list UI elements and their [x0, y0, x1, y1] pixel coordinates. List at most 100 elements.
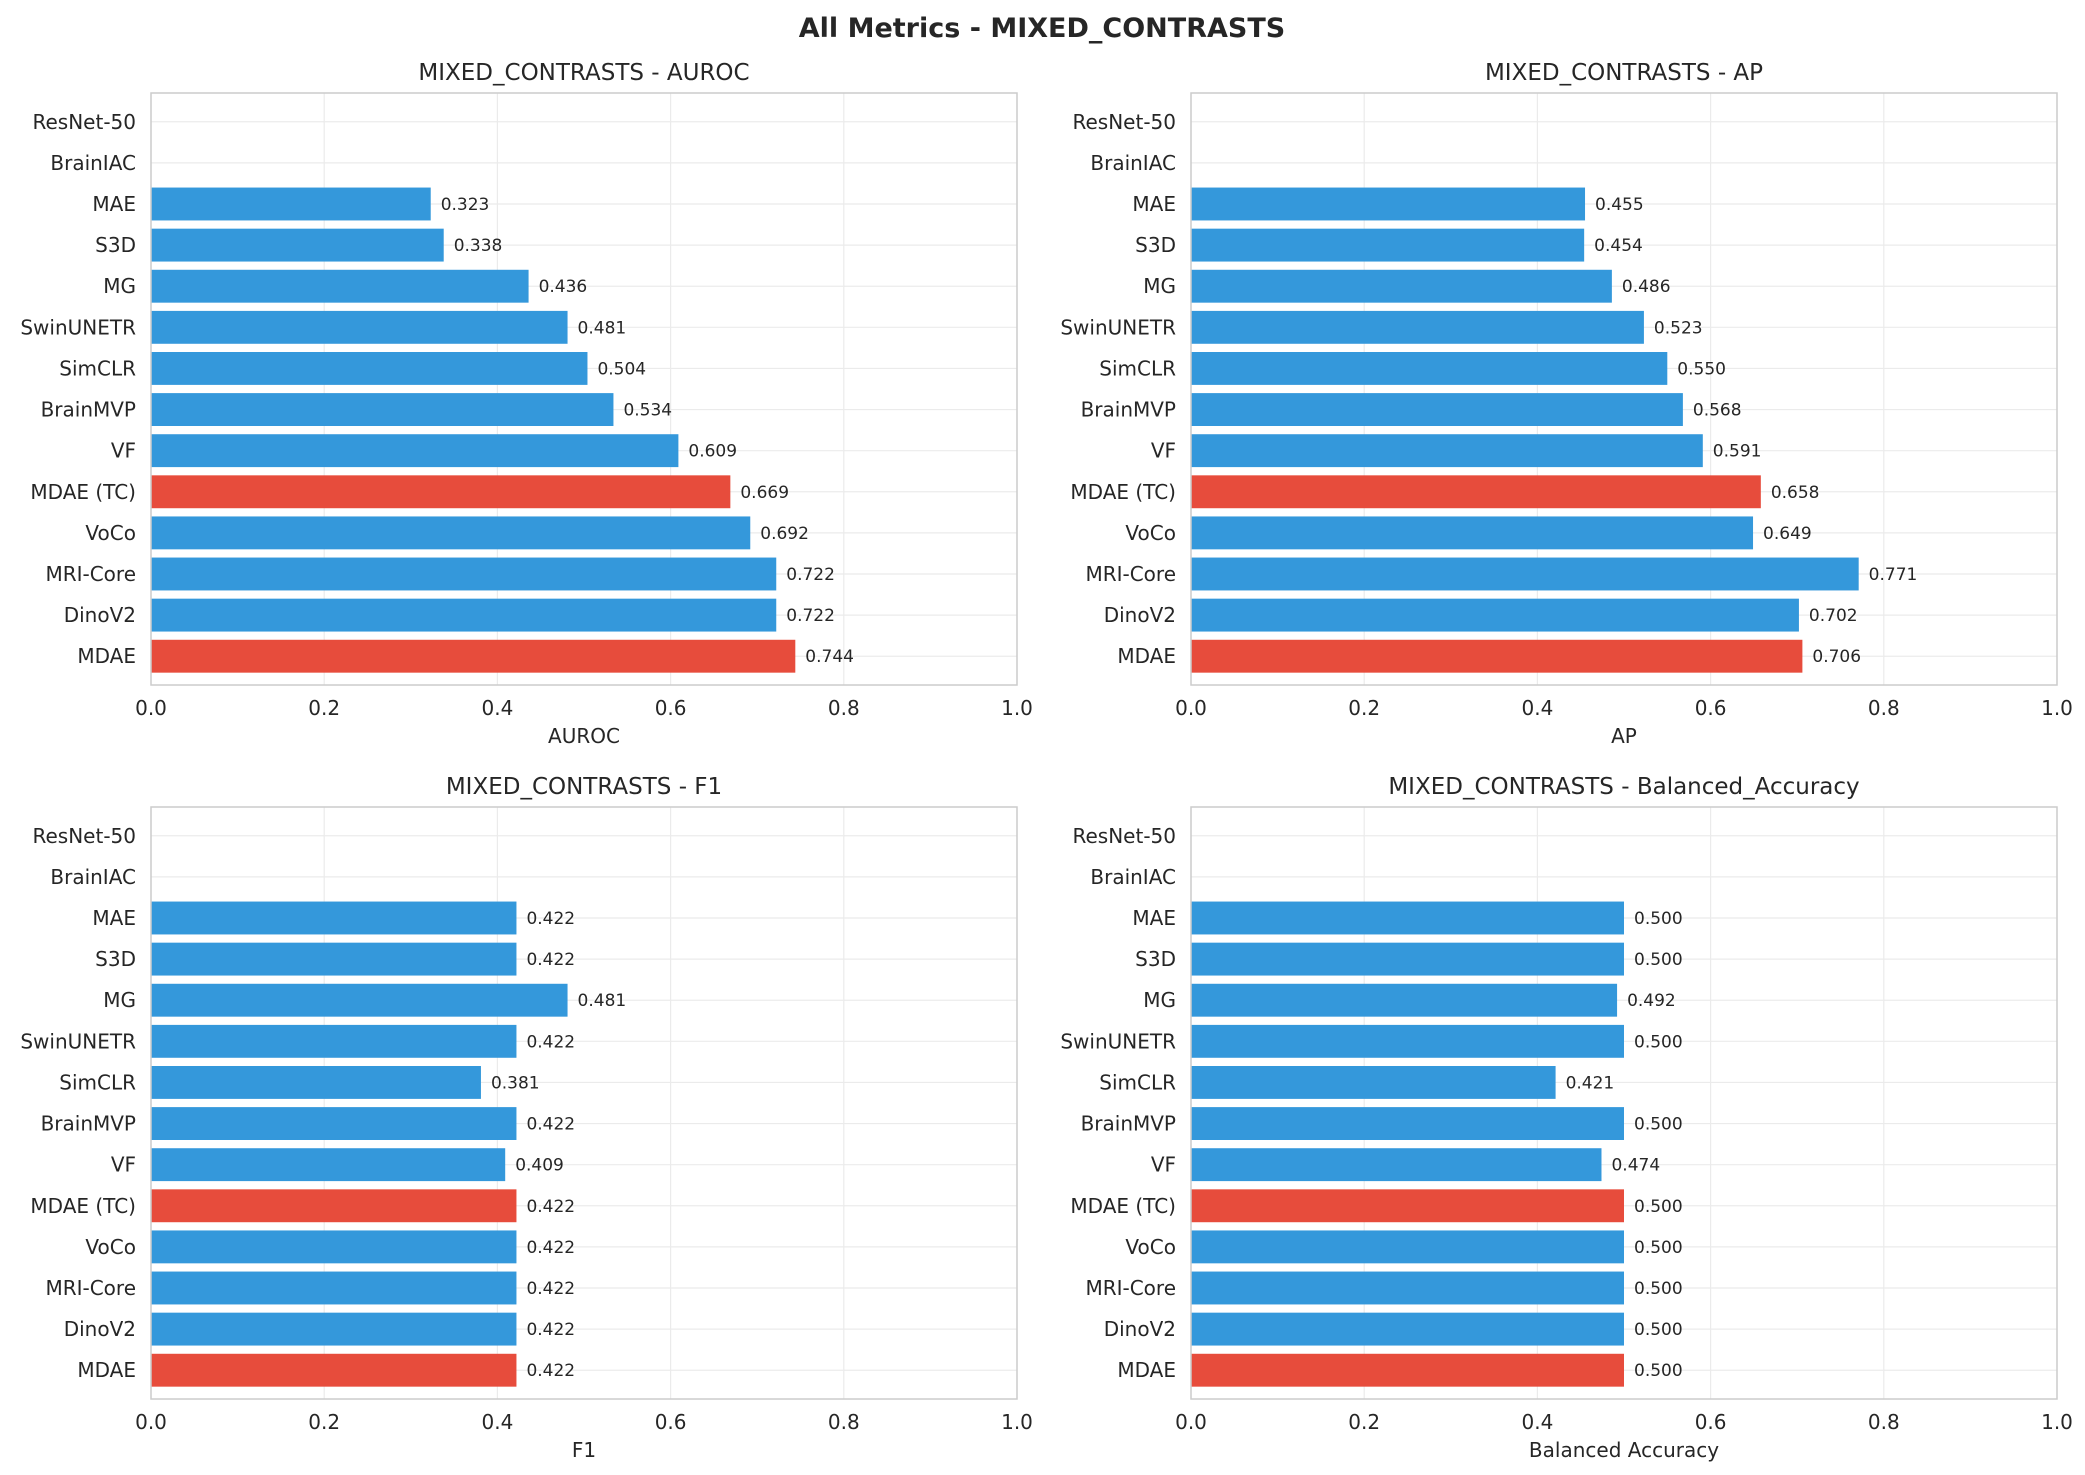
figure-title: All Metrics - MIXED_CONTRASTS [799, 13, 1285, 44]
x-tick-label: 1.0 [1001, 1410, 1033, 1434]
y-tick-label: BrainIAC [1090, 865, 1176, 889]
bar [151, 310, 568, 344]
data-label: 0.481 [578, 991, 627, 1011]
data-label: 0.669 [740, 483, 789, 503]
data-label: 0.454 [1594, 236, 1643, 256]
data-label: 0.422 [526, 1197, 575, 1217]
bar [1191, 1066, 1556, 1099]
panel-3: 0.422 0.422 0.481 0.422 0.381 0.422 0.409 0.422… [20, 774, 1033, 1462]
x-tick-label: 0.2 [1348, 696, 1380, 720]
y-tick-label: MDAE (TC) [1070, 480, 1176, 504]
x-tick-label: 0.2 [308, 1410, 340, 1434]
bar [151, 475, 731, 509]
y-tick-label: MDAE [77, 1358, 136, 1382]
data-label: 0.771 [1869, 565, 1918, 585]
bar [151, 516, 751, 550]
data-label: 0.649 [1763, 524, 1812, 544]
y-tick-label: VoCo [85, 1235, 136, 1259]
y-tick-label: BrainMVP [1081, 398, 1176, 422]
x-tick-label: 0.4 [1521, 1410, 1553, 1434]
bar [1191, 639, 1803, 673]
data-label: 0.421 [1566, 1073, 1615, 1093]
y-tick-label: SimCLR [59, 1070, 136, 1094]
data-label: 0.722 [786, 606, 835, 626]
bar [151, 1230, 517, 1264]
bar [1191, 1148, 1602, 1182]
bar [151, 393, 614, 426]
y-tick-label: ResNet-50 [1073, 824, 1177, 848]
y-tick-label: MRI-Core [1085, 562, 1176, 586]
y-tick-label: MDAE [77, 644, 136, 668]
data-label: 0.436 [539, 277, 588, 297]
y-tick-label: SwinUNETR [1060, 315, 1176, 339]
bar [1191, 901, 1624, 935]
bar [1191, 228, 1585, 262]
bar [151, 1148, 506, 1182]
bar [151, 901, 517, 935]
data-label: 0.568 [1693, 401, 1742, 421]
x-tick-label: 1.0 [1001, 696, 1033, 720]
y-tick-label: MRI-Core [45, 562, 136, 586]
bar [151, 434, 679, 468]
data-label: 0.422 [526, 909, 575, 929]
panel-title: MIXED_CONTRASTS - AP [1485, 60, 1763, 86]
panel-1: 0.323 0.338 0.436 0.481 0.504 0.534 0.609 0.669… [20, 60, 1033, 748]
y-tick-label: MG [103, 988, 136, 1012]
y-tick-label: SwinUNETR [20, 1029, 136, 1053]
x-tick-label: 0.4 [481, 1410, 513, 1434]
x-tick-label: 0.8 [1868, 1410, 1900, 1434]
data-label: 0.692 [760, 524, 809, 544]
data-label: 0.500 [1634, 1032, 1683, 1052]
y-tick-label: BrainMVP [1081, 1112, 1176, 1136]
y-tick-label: MAE [92, 906, 136, 930]
y-tick-label: ResNet-50 [33, 824, 137, 848]
y-tick-label: BrainIAC [50, 151, 136, 175]
data-label: 0.609 [688, 442, 737, 462]
bar [1191, 598, 1799, 632]
x-tick-label: 0.0 [1175, 1410, 1207, 1434]
y-tick-label: SimCLR [1099, 1070, 1176, 1094]
bar [151, 1066, 481, 1099]
y-tick-label: SimCLR [59, 356, 136, 380]
y-tick-label: MRI-Core [45, 1276, 136, 1300]
x-tick-label: 0.6 [1695, 696, 1727, 720]
y-tick-label: VoCo [85, 521, 136, 545]
bar [1191, 516, 1754, 550]
y-tick-label: ResNet-50 [33, 110, 137, 134]
bar [1191, 475, 1761, 509]
data-label: 0.702 [1809, 606, 1858, 626]
data-label: 0.323 [441, 195, 490, 215]
bar [1191, 1107, 1624, 1140]
bar [1191, 187, 1586, 221]
data-label: 0.534 [623, 401, 672, 421]
x-tick-label: 0.6 [655, 696, 687, 720]
data-label: 0.422 [526, 1238, 575, 1258]
x-tick-label: 0.4 [1521, 696, 1553, 720]
bar [1191, 434, 1703, 468]
x-tick-label: 0.2 [308, 696, 340, 720]
data-label: 0.486 [1622, 277, 1671, 297]
y-tick-label: DinoV2 [64, 1317, 136, 1341]
bar [151, 639, 796, 673]
x-axis-label: F1 [572, 1438, 596, 1462]
data-label: 0.744 [805, 647, 854, 667]
bar [1191, 1312, 1624, 1346]
data-label: 0.422 [526, 1115, 575, 1135]
data-label: 0.422 [526, 950, 575, 970]
bar [151, 1353, 517, 1387]
bar [151, 598, 777, 632]
data-label: 0.455 [1595, 195, 1644, 215]
bar [151, 1312, 517, 1346]
x-tick-label: 0.0 [135, 696, 167, 720]
panel-2: 0.455 0.454 0.486 0.523 0.550 0.568 0.591 0.658… [1060, 60, 2073, 748]
x-axis-label: AUROC [548, 724, 620, 748]
axes-frame [1190, 806, 2058, 1400]
y-tick-label: MDAE [1117, 1358, 1176, 1382]
data-label: 0.706 [1812, 647, 1861, 667]
x-tick-label: 1.0 [2041, 696, 2073, 720]
data-label: 0.550 [1677, 359, 1726, 379]
panel-title: MIXED_CONTRASTS - F1 [446, 774, 722, 800]
bar [1191, 942, 1624, 976]
panel-title: MIXED_CONTRASTS - AUROC [418, 60, 749, 86]
